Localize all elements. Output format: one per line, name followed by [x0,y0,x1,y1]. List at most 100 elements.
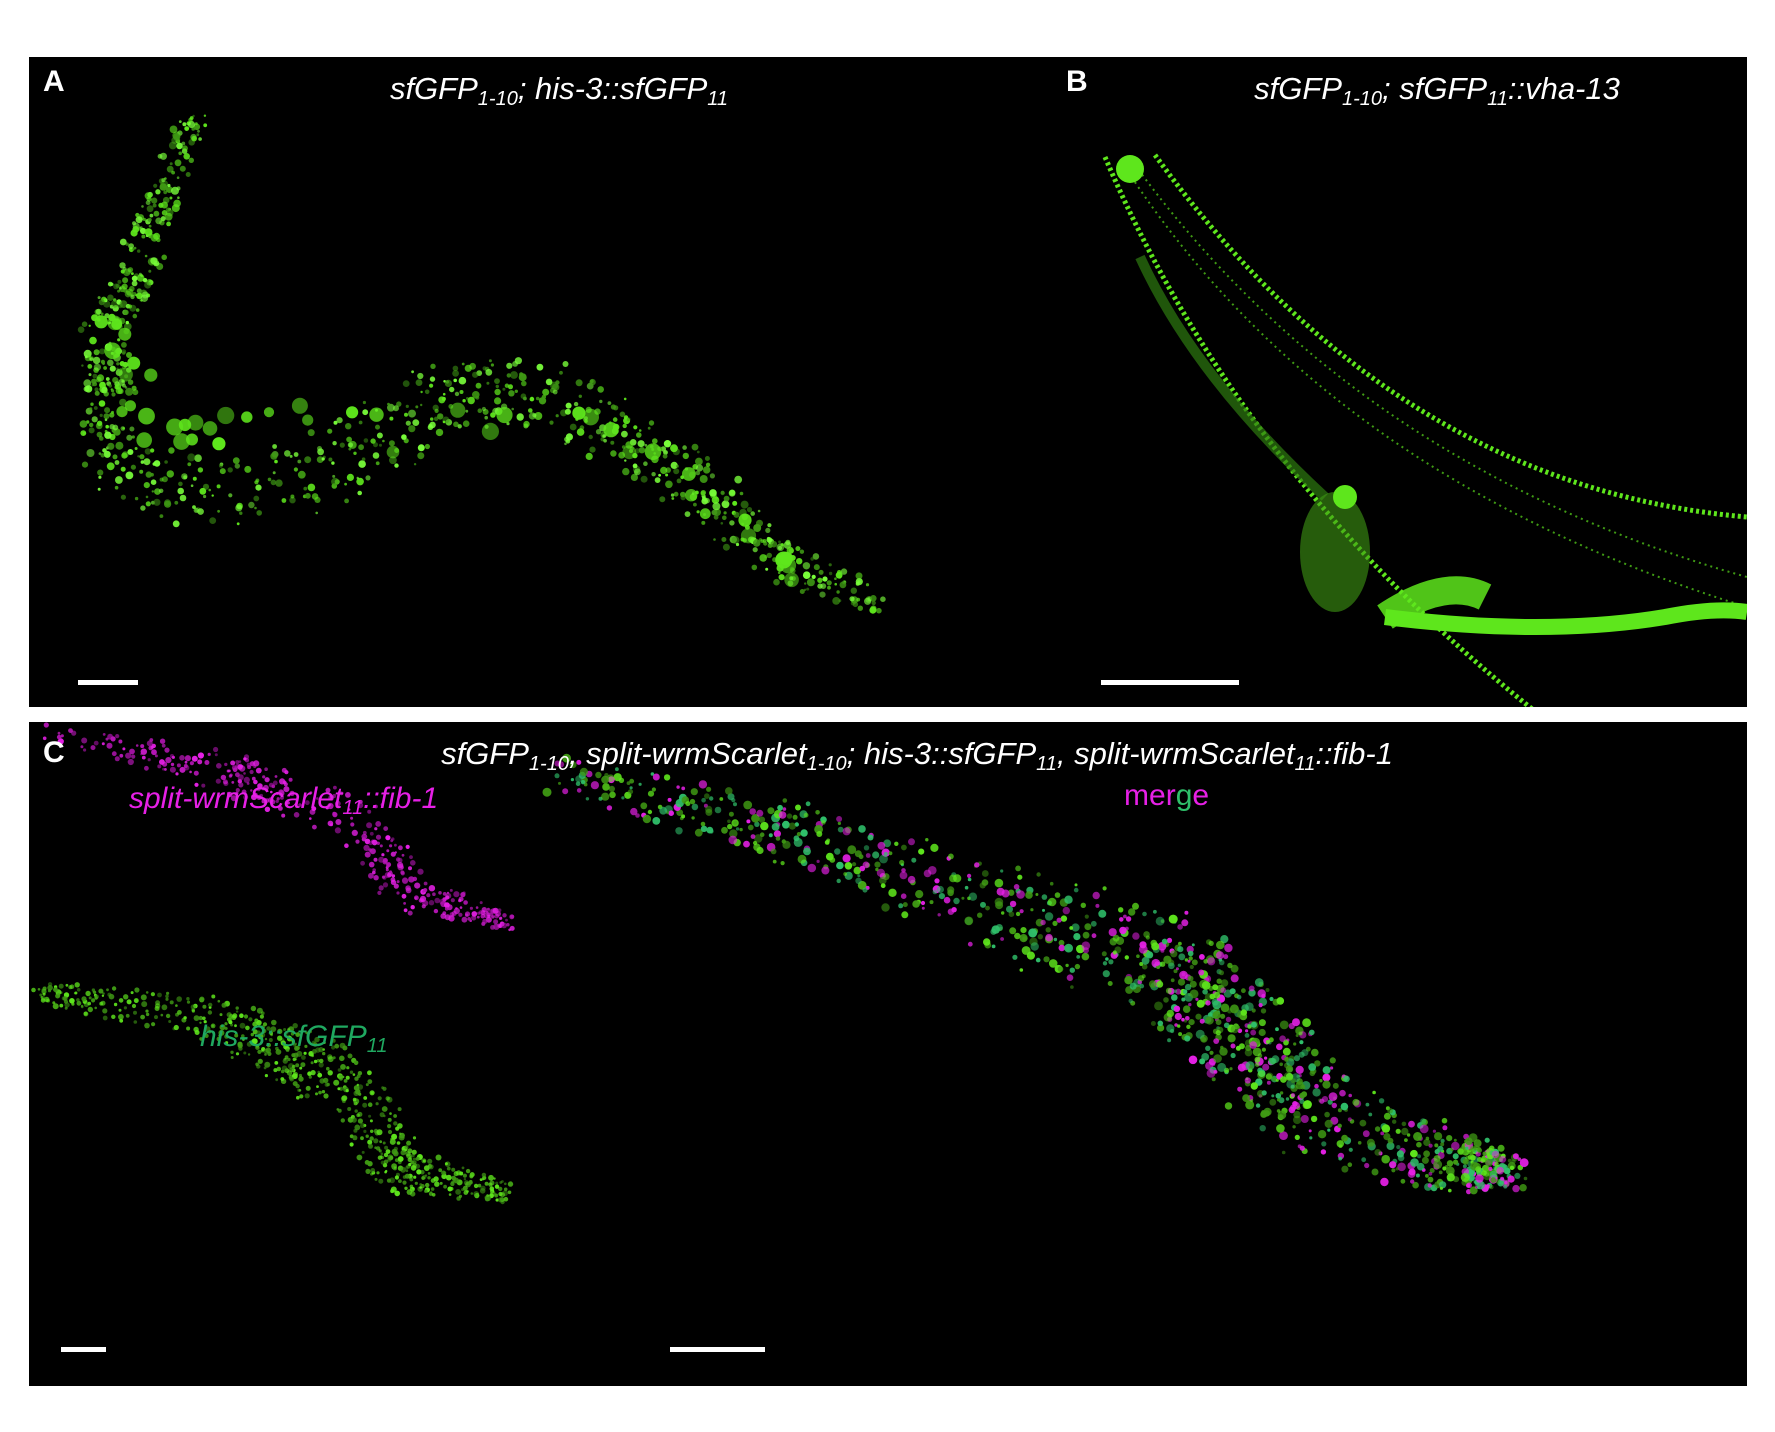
nucleus-dot [968,892,978,901]
nucleus-dot [356,476,359,480]
nucleus-dot [1108,959,1114,965]
nucleus-dot [137,249,141,253]
nucleus-dot [183,153,190,160]
nucleus-dot [103,300,111,308]
nucleus-dot [139,469,144,474]
nucleus-dot [87,364,93,369]
nucleus-dot [469,1174,474,1179]
nucleus-dot [274,459,278,464]
nucleus-dot [100,453,105,458]
nucleus-dot [442,420,446,424]
channel-label-his3: his-3::sfGFP11 [200,1020,388,1057]
nucleus-dot [1332,1082,1339,1089]
nucleus-dot [287,1028,291,1032]
nucleus-dot [89,407,93,411]
nucleus-dot [1453,1159,1459,1165]
nucleus-dot [241,1034,245,1038]
nucleus-dot [42,736,47,741]
nucleus-dot [372,452,380,459]
nucleus-dot [166,221,172,227]
nucleus-dot [293,467,298,472]
nucleus-dot [1395,1167,1399,1171]
nucleus-dot [97,296,101,300]
nucleus-dot [739,491,744,496]
nucleus-dot [100,359,105,364]
nucleus-dot [1229,988,1236,995]
nucleus-dot [1191,943,1195,947]
nucleus-dot [1258,1003,1263,1008]
nucleus-dot [749,808,756,815]
nucleus-dot [31,987,36,993]
nucleus-dot [1230,1052,1236,1059]
nucleus-dot [908,838,915,846]
nucleus-dot [444,914,451,921]
nucleus-dot [301,1055,306,1060]
nucleus-dot [1264,1056,1268,1060]
nucleus-dot [129,285,135,292]
nucleus-dot [506,373,511,378]
nucleus-dot [256,1020,262,1026]
nucleus-dot [256,510,262,516]
nucleus-dot [1145,935,1150,940]
nucleus-dot [438,396,446,404]
nucleus-dot [1021,946,1031,955]
nucleus-dot [357,1071,363,1076]
nucleus-dot [304,1093,310,1099]
nucleus-dot [120,269,125,274]
nucleus-dot [255,1062,259,1067]
nucleus-dot [422,1174,427,1180]
nucleus-dot [358,420,363,425]
nucleus-dot [1410,1150,1416,1157]
nucleus-dot [420,390,423,394]
nucleus-dot [1337,1108,1342,1113]
nucleus-dot [1209,1050,1214,1055]
nucleus-dot [290,1032,295,1036]
nucleus-dot [1412,1181,1419,1189]
nucleus-dot [503,1187,508,1192]
nucleus-dot [949,874,957,883]
nucleus-dot [149,738,154,742]
nucleus-dot [444,1162,448,1166]
nucleus-dot [1279,1020,1289,1030]
nucleus-dot [84,385,93,393]
nucleus-dot [119,1018,124,1023]
nucleus-dot [405,404,409,408]
nucleus-dot [37,988,41,991]
nucleus-dot [309,791,313,795]
nucleus-dot [1206,1068,1216,1078]
nucleus-dot [473,1191,480,1197]
nucleus-dot [824,840,830,845]
nucleus-dot [346,473,354,481]
nucleus-dot [235,1006,239,1010]
nucleus-dot [1260,1110,1268,1118]
nucleus-dot [363,1096,368,1100]
nucleus-dot [1429,1168,1435,1173]
nucleus-dot [538,397,547,405]
nucleus-dot [807,863,817,873]
nucleus-dot [183,1016,187,1020]
nucleus-dot [1178,953,1186,961]
nucleus-dot [147,758,151,762]
nucleus-dot [101,742,105,746]
nucleus-dot [83,748,87,752]
nucleus-dot [734,475,743,484]
nucleus-dot [1261,993,1266,999]
nucleus-dot [1242,1094,1250,1102]
nucleus-dot [430,1178,436,1183]
nucleus-dot [104,418,108,422]
nucleus-dot [696,510,700,514]
nucleus-dot [880,883,886,889]
nucleus-dot [1343,1075,1350,1083]
nucleus-dot [1255,1103,1261,1108]
nucleus-dot [308,1029,312,1034]
nucleus-dot [397,862,404,869]
nucleus-dot [147,217,152,222]
nucleus-dot [74,991,78,995]
nucleus-dot [347,442,353,448]
nucleus-dot [1299,1040,1304,1045]
nucleus-dot [112,424,119,431]
nucleus-dot [134,447,138,450]
nucleus-dot [706,826,714,834]
nucleus-dot [1495,1179,1500,1184]
nucleus-dot [713,538,716,541]
